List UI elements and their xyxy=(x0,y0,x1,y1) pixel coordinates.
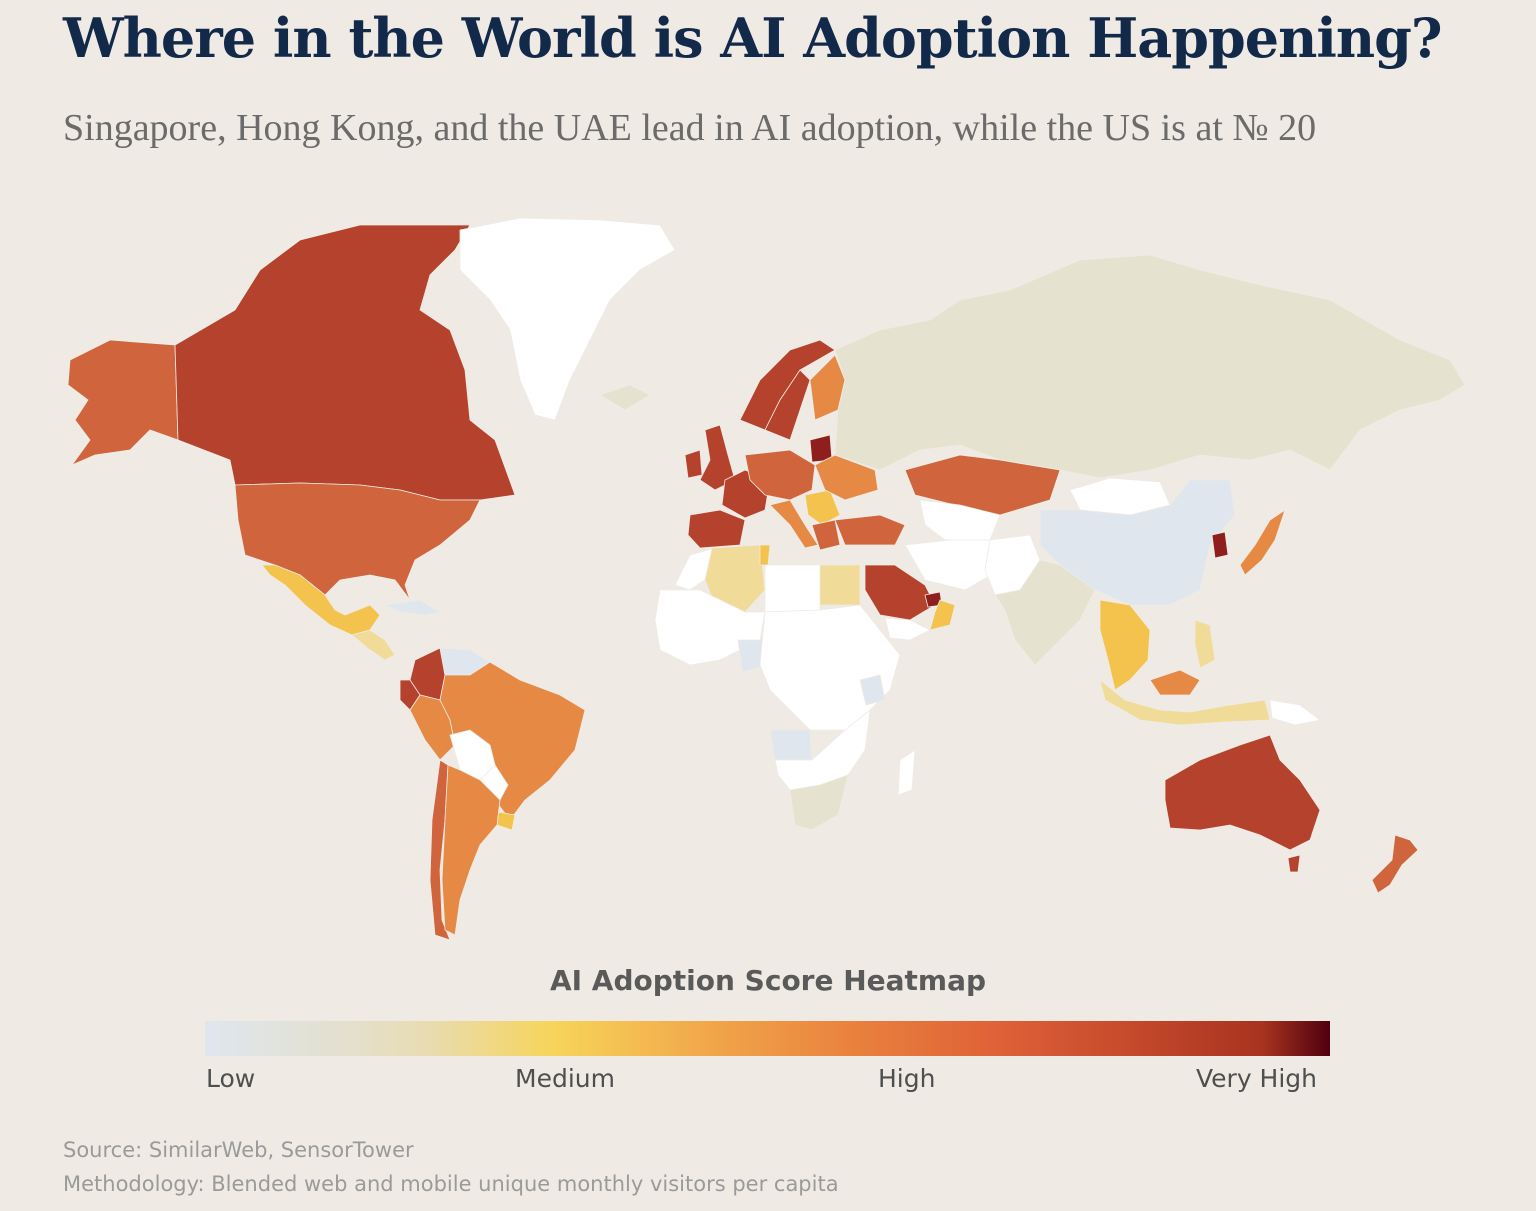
region-alaska xyxy=(67,339,179,466)
region-south-africa xyxy=(789,774,849,831)
region-ireland xyxy=(684,449,703,479)
scale-label-high: High xyxy=(878,1064,936,1093)
region-indonesia xyxy=(1099,678,1271,726)
region-new-zealand xyxy=(1371,834,1419,894)
region-southern-africa xyxy=(774,709,871,791)
region-greenland xyxy=(459,217,676,421)
region-philippines xyxy=(1194,619,1216,669)
region-iceland xyxy=(599,384,651,411)
scale-label-very-high: Very High xyxy=(1196,1064,1318,1093)
region-kazakhstan xyxy=(904,454,1061,516)
region-saudi-arabia xyxy=(864,564,936,621)
region-madagascar xyxy=(897,749,916,796)
chart-subtitle: Singapore, Hong Kong, and the UAE lead i… xyxy=(63,107,1317,149)
region-greece xyxy=(811,519,841,551)
region-malaysia xyxy=(1149,669,1201,696)
region-argentina xyxy=(441,764,501,936)
region-uruguay xyxy=(496,811,516,831)
source-note: Source: SimilarWeb, SensorTower xyxy=(63,1138,414,1162)
region-india xyxy=(994,559,1096,666)
region-central-europe xyxy=(744,449,816,501)
region-kenya xyxy=(859,674,886,706)
region-mexico xyxy=(261,564,381,636)
region-korea xyxy=(1211,531,1229,559)
scale-label-low: Low xyxy=(206,1064,256,1093)
region-angola xyxy=(769,729,813,761)
methodology-note: Methodology: Blended web and mobile uniq… xyxy=(63,1172,839,1196)
chart-title: Where in the World is AI Adoption Happen… xyxy=(63,6,1443,70)
region-australia xyxy=(1164,734,1321,851)
region-japan xyxy=(1239,509,1286,576)
region-russia xyxy=(834,254,1466,479)
region-yemen xyxy=(884,617,931,641)
region-tunisia xyxy=(759,544,771,566)
region-caribbean xyxy=(383,599,442,616)
region-iberia xyxy=(687,509,746,549)
world-map xyxy=(67,217,1466,941)
region-oman xyxy=(929,599,956,631)
legend-title: AI Adoption Score Heatmap xyxy=(549,964,987,997)
region-southeast-asia xyxy=(1099,599,1151,691)
region-central-america xyxy=(351,629,396,661)
region-turkey xyxy=(834,514,906,546)
region-central-africa xyxy=(759,604,901,731)
region-tasmania xyxy=(1287,854,1301,873)
region-egypt xyxy=(819,564,861,606)
color-scale-bar xyxy=(205,1021,1330,1056)
region-png xyxy=(1269,699,1321,726)
scale-label-medium: Medium xyxy=(515,1064,615,1093)
region-united-states xyxy=(234,482,481,601)
region-libya xyxy=(764,564,821,613)
